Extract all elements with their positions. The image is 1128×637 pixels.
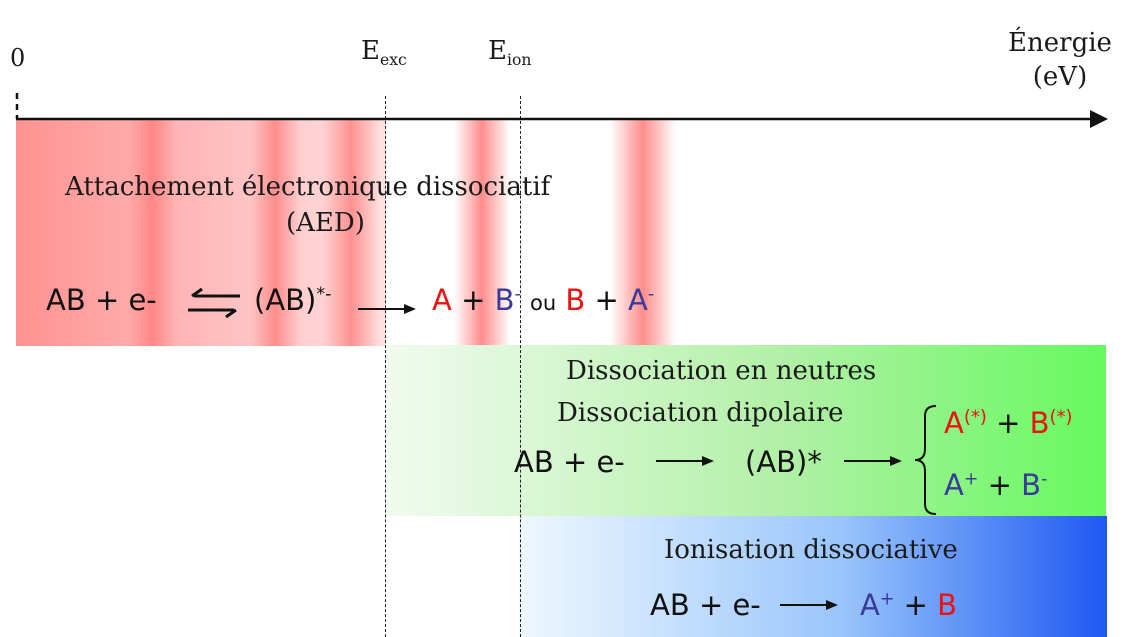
- ion-threshold-label: Eion: [488, 36, 532, 70]
- energy-axis-label: Énergie (eV): [1000, 26, 1120, 94]
- neutral-title: Dissociation en neutres: [566, 356, 877, 386]
- dipolar-products: A+ + B-: [944, 468, 1048, 502]
- dissociative-ionisation-region: [519, 516, 1107, 637]
- energy-label: Énergie: [1008, 28, 1112, 58]
- neutral-reactant: AB + e-: [514, 445, 625, 479]
- equilibrium-arrows-icon: [188, 287, 240, 319]
- reaction-arrow-icon: [358, 304, 416, 314]
- reaction-arrow-icon: [780, 600, 838, 610]
- ionisation-products: A+ + B: [860, 588, 958, 622]
- neutral-products: A(*) + B(*): [944, 406, 1073, 440]
- exc-threshold-label: Eexc: [361, 36, 407, 70]
- aed-title: Attachement électronique dissociatif: [65, 172, 551, 202]
- resonance-band: [610, 118, 676, 346]
- exc-threshold-line: [385, 96, 386, 637]
- axis-arrowhead: [1090, 110, 1108, 128]
- resonance-band: [454, 118, 510, 346]
- reaction-arrow-icon: [656, 456, 714, 466]
- neutral-dissociation-region: [385, 345, 1106, 516]
- ion-threshold-line: [520, 96, 521, 637]
- brace-icon: [914, 405, 937, 515]
- ionisation-reactant: AB + e-: [650, 588, 761, 622]
- ionisation-title: Ionisation dissociative: [664, 535, 958, 565]
- energy-unit: (eV): [1032, 62, 1088, 92]
- aed-abbreviation: (AED): [286, 208, 365, 238]
- aed-products: A + B- ou B + A-: [432, 283, 655, 317]
- neutral-intermediate: (AB)*: [745, 445, 822, 479]
- resonance-band: [128, 118, 176, 346]
- aed-reactant: AB + e-: [46, 283, 157, 317]
- resonance-band: [250, 118, 300, 346]
- aed-intermediate: (AB)*-: [254, 283, 332, 317]
- origin-label: 0: [10, 44, 26, 72]
- energy-axis: [15, 93, 1108, 128]
- dipolar-title: Dissociation dipolaire: [557, 398, 844, 428]
- reaction-arrow-icon: [844, 456, 902, 466]
